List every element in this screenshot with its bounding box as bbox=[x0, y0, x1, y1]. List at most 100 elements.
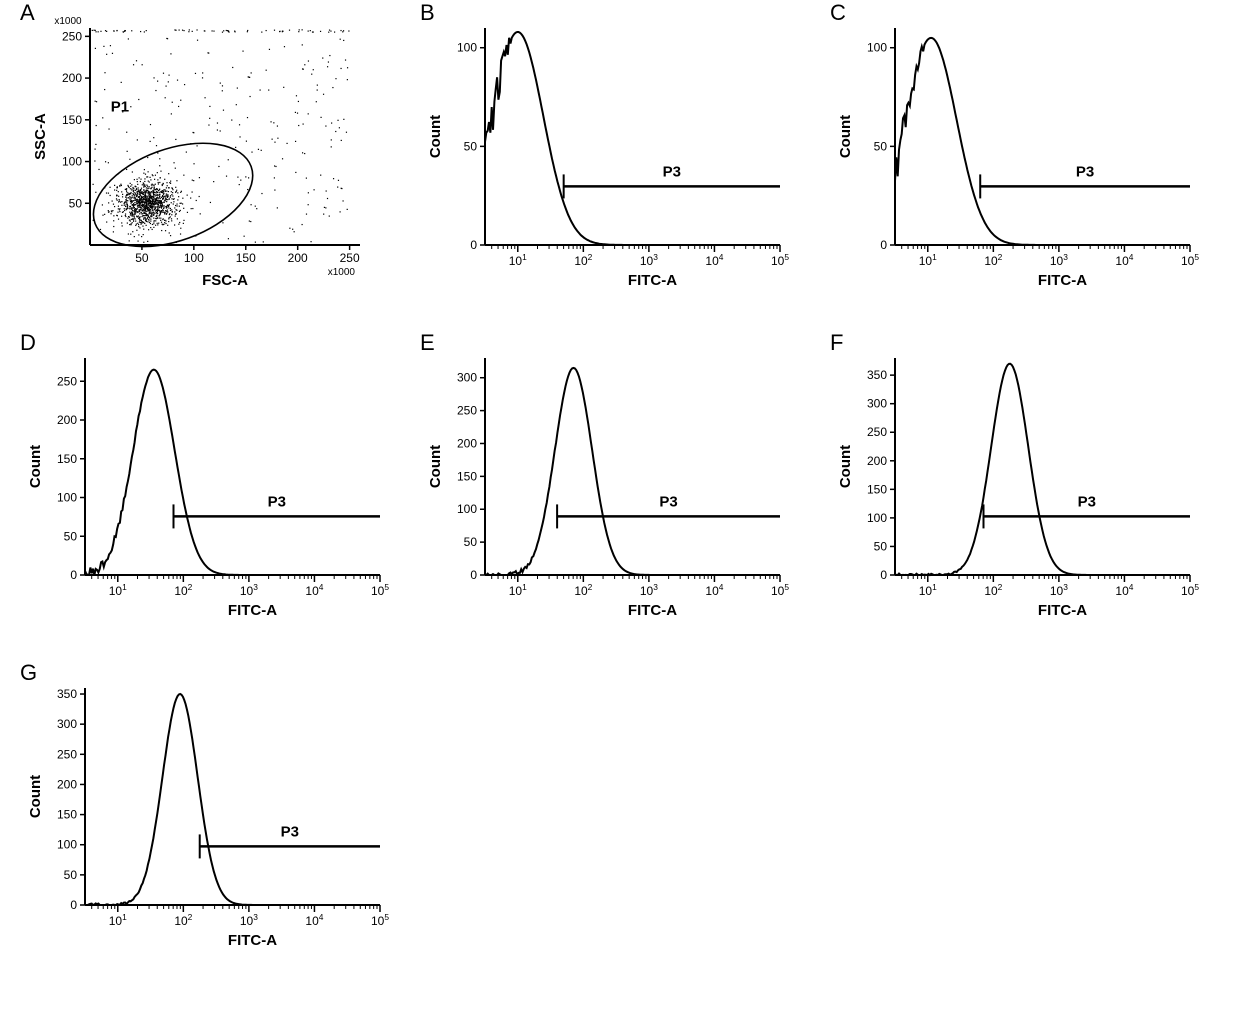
y-axis-label: Count bbox=[837, 445, 854, 488]
xtick-label: 101 bbox=[919, 582, 937, 598]
x-axis-label: FITC-A bbox=[228, 602, 277, 619]
xtick-label: 101 bbox=[509, 582, 527, 598]
ytick-label: 50 bbox=[464, 139, 478, 153]
xtick-label: 101 bbox=[509, 252, 527, 268]
histogram-plot: 101102103104105050100150200250300350FITC… bbox=[20, 660, 400, 960]
xtick-label: 50 bbox=[135, 251, 149, 265]
scatter-points bbox=[90, 29, 350, 243]
panel-label-b: B bbox=[420, 0, 435, 26]
ytick-label: 100 bbox=[57, 838, 77, 852]
xtick-label: 105 bbox=[771, 582, 789, 598]
x-axis-label: FSC-A bbox=[202, 272, 248, 289]
xtick-label: 104 bbox=[1115, 582, 1133, 598]
xtick-label: 102 bbox=[984, 582, 1002, 598]
ytick-label: 50 bbox=[69, 196, 83, 210]
histogram-curve bbox=[485, 368, 780, 575]
ytick-label: 0 bbox=[70, 568, 77, 582]
ytick-label: 0 bbox=[470, 238, 477, 252]
x-axis-label: FITC-A bbox=[228, 932, 277, 949]
histogram-curve bbox=[485, 32, 780, 245]
xtick-label: 102 bbox=[174, 582, 192, 598]
gate-label: P3 bbox=[1076, 163, 1094, 180]
ytick-label: 50 bbox=[464, 535, 478, 549]
ytick-label: 0 bbox=[880, 238, 887, 252]
panel-e: E 101 102 103 104 105 0 50 100 150 200 250 300 FITC-A… bbox=[420, 330, 800, 630]
ytick-label: 100 bbox=[867, 511, 887, 525]
ytick-label: 50 bbox=[64, 868, 78, 882]
gate-label: P3 bbox=[268, 493, 286, 510]
histogram-curve bbox=[85, 370, 380, 575]
ytick-label: 150 bbox=[57, 808, 77, 822]
panel-label-d: D bbox=[20, 330, 36, 356]
gate-label: P3 bbox=[663, 163, 681, 180]
y-axis-label: Count bbox=[427, 115, 444, 158]
gate-label: P3 bbox=[281, 823, 299, 840]
xtick-label: 103 bbox=[640, 582, 658, 598]
panel-label-a: A bbox=[20, 0, 35, 26]
y-multiplier-label: x1000 bbox=[54, 16, 82, 27]
ytick-label: 150 bbox=[57, 452, 77, 466]
y-axis-label: SSC-A bbox=[32, 113, 49, 160]
xtick-label: 102 bbox=[984, 252, 1002, 268]
xtick-label: 105 bbox=[371, 912, 389, 928]
xtick-label: 103 bbox=[240, 582, 258, 598]
xtick-label: 104 bbox=[1115, 252, 1133, 268]
y-axis-label: Count bbox=[27, 775, 44, 818]
histogram-plot: 101102103104105050100FITC-ACountP3 bbox=[420, 0, 800, 300]
ytick-label: 350 bbox=[867, 368, 887, 382]
xtick-label: 101 bbox=[109, 582, 127, 598]
histogram-curve bbox=[895, 364, 1190, 575]
ytick-label: 100 bbox=[867, 41, 887, 55]
xtick-label: 101 bbox=[919, 252, 937, 268]
ytick-label: 300 bbox=[867, 397, 887, 411]
xtick-label: 250 bbox=[340, 251, 360, 265]
xtick-label: 105 bbox=[771, 252, 789, 268]
histogram-plot: 101 102 103 104 105 0 50 100 150 200 250 300 FITC-A C… bbox=[420, 330, 800, 630]
ytick-label: 200 bbox=[62, 71, 82, 85]
x-axis-label: FITC-A bbox=[628, 602, 677, 619]
xtick-label: 104 bbox=[305, 582, 323, 598]
xtick-label: 102 bbox=[574, 582, 592, 598]
histogram-plot: 101102103104105050100150200250300350FITC… bbox=[830, 330, 1210, 630]
ytick-label: 300 bbox=[57, 717, 77, 731]
histogram-plot: 101102103104105050100FITC-ACountP3 bbox=[830, 0, 1210, 300]
ytick-label: 200 bbox=[57, 413, 77, 427]
ytick-label: 0 bbox=[880, 568, 887, 582]
xtick-label: 104 bbox=[705, 252, 723, 268]
panel-c: C101102103104105050100FITC-ACountP3 bbox=[830, 0, 1210, 300]
figure-root: A 50 100 150 200 250 50 100 150 200 250 x1000 x1000 F… bbox=[0, 0, 1240, 1009]
x-axis-label: FITC-A bbox=[1038, 602, 1087, 619]
ytick-label: 100 bbox=[457, 41, 477, 55]
ytick-label: 200 bbox=[867, 454, 887, 468]
ytick-label: 50 bbox=[874, 139, 888, 153]
x-multiplier-label: x1000 bbox=[328, 267, 356, 278]
xtick-label: 103 bbox=[1050, 252, 1068, 268]
panel-f: F101102103104105050100150200250300350FIT… bbox=[830, 330, 1210, 630]
scatter-plot: 5010015020025050100150200250x1000x1000FS… bbox=[20, 0, 380, 300]
x-axis-label: FITC-A bbox=[628, 272, 677, 289]
ytick-label: 250 bbox=[57, 747, 77, 761]
gate-label: P3 bbox=[659, 493, 677, 510]
xtick-label: 102 bbox=[574, 252, 592, 268]
ytick-label: 0 bbox=[470, 568, 477, 582]
xtick-label: 105 bbox=[371, 582, 389, 598]
ytick-label: 200 bbox=[457, 436, 477, 450]
ytick-label: 150 bbox=[457, 469, 477, 483]
ytick-label: 50 bbox=[64, 529, 78, 543]
y-axis-label: Count bbox=[427, 445, 444, 488]
histogram-curve bbox=[895, 38, 1190, 245]
ytick-label: 200 bbox=[57, 777, 77, 791]
ytick-label: 0 bbox=[70, 898, 77, 912]
y-axis-label: Count bbox=[837, 115, 854, 158]
xtick-label: 105 bbox=[1181, 252, 1199, 268]
xtick-label: 100 bbox=[184, 251, 204, 265]
panel-label-e: E bbox=[420, 330, 435, 356]
panel-label-g: G bbox=[20, 660, 37, 686]
xtick-label: 104 bbox=[705, 582, 723, 598]
panel-b: B101102103104105050100FITC-ACountP3 bbox=[420, 0, 800, 300]
ytick-label: 100 bbox=[457, 502, 477, 516]
ytick-label: 50 bbox=[874, 539, 888, 553]
ytick-label: 250 bbox=[457, 404, 477, 418]
ytick-label: 150 bbox=[62, 113, 82, 127]
ytick-label: 300 bbox=[457, 371, 477, 385]
